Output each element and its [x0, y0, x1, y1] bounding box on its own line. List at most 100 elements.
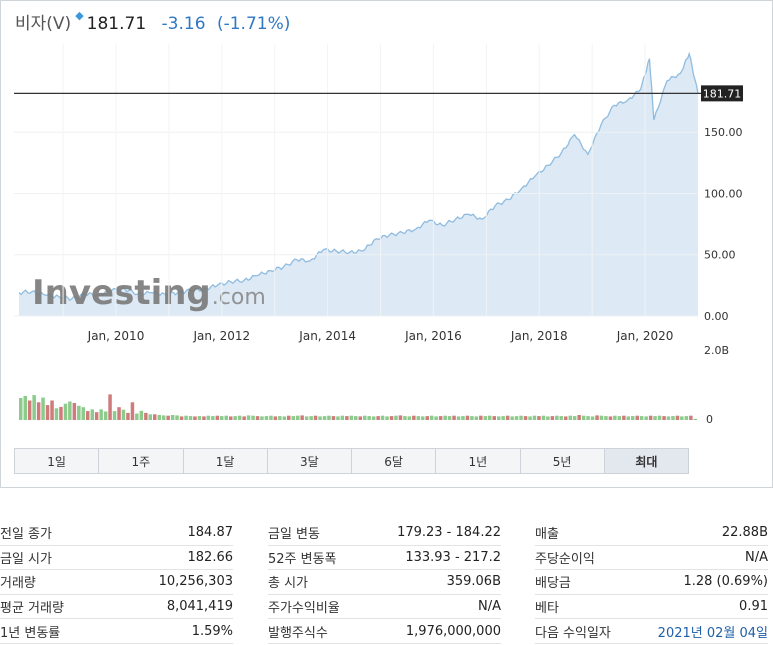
range-tab-3[interactable]: 3달: [268, 449, 352, 473]
volume-bar: [282, 416, 287, 420]
range-tab-6[interactable]: 5년: [521, 449, 605, 473]
volume-bar: [604, 416, 608, 420]
volume-bar: [264, 416, 269, 420]
volume-bar: [188, 416, 193, 420]
stat-row: 베타 0.91: [535, 595, 768, 620]
volume-bar: [246, 415, 251, 420]
stat-value: 1.59%: [191, 623, 233, 639]
volume-bar: [380, 415, 385, 420]
volume-bar: [322, 416, 327, 420]
volume-bar: [675, 415, 680, 420]
volume-max-label: 2.0B: [704, 344, 729, 357]
volume-bar: [166, 415, 170, 420]
x-tick-label: Jan, 2020: [616, 329, 674, 343]
volume-bar: [153, 414, 157, 420]
range-tab-7[interactable]: 최대: [604, 449, 688, 473]
stat-row: 배당금 1.28 (0.69%): [535, 570, 768, 595]
volume-bar: [684, 416, 689, 420]
stat-value: 2021년 02월 04일: [657, 625, 768, 641]
volume-bar: [510, 416, 514, 420]
range-tab-4[interactable]: 6달: [352, 449, 437, 473]
x-tick-label: Jan, 2016: [404, 329, 462, 343]
volume-bar: [345, 416, 349, 420]
volume-bar: [117, 407, 121, 420]
volume-bar: [599, 415, 604, 420]
volume-bar: [224, 415, 228, 420]
volume-bar: [331, 416, 336, 420]
volume-bar: [121, 409, 126, 420]
volume-bar: [63, 403, 68, 420]
quote-header: 비자(V) ◆ 181.71 -3.16 (-1.71%): [15, 9, 290, 34]
volume-bar: [287, 415, 291, 420]
volume-bar: [32, 395, 36, 420]
volume-bar: [581, 415, 586, 420]
volume-bar: [90, 409, 94, 421]
volume-bar: [644, 416, 648, 420]
price-change: -3.16: [161, 14, 206, 34]
volume-bar: [313, 415, 318, 420]
stat-value: 8,041,419: [166, 599, 233, 615]
volume-bar: [385, 416, 389, 420]
volume-bar: [412, 415, 416, 420]
range-tab-0[interactable]: 1일: [15, 449, 100, 473]
volume-bar: [488, 415, 492, 420]
volume-bar: [461, 416, 465, 420]
volume-bar: [193, 416, 197, 420]
price-chart[interactable]: Investing .com 181.71 150.00 100.00 50.00 0.…: [14, 44, 772, 444]
volume-bar: [572, 416, 577, 420]
range-tab-2[interactable]: 1달: [184, 449, 268, 473]
volume-bar: [309, 416, 313, 420]
stat-row: 다음 수익일자 2021년 02월 04일: [535, 619, 768, 644]
volume-bar: [291, 416, 295, 420]
stat-value: 133.93 - 217.2: [405, 549, 501, 565]
volume-bar: [23, 395, 27, 420]
x-tick-label: Jan, 2014: [298, 329, 356, 343]
volume-bar: [447, 416, 452, 420]
volume-bar: [367, 416, 371, 420]
volume-bar: [648, 415, 653, 420]
volume-bar: [126, 412, 130, 420]
volume-bar: [112, 411, 117, 420]
volume-bar: [595, 415, 599, 420]
volume-bar: [41, 397, 45, 420]
volume-bar: [434, 416, 438, 420]
stat-label: 주당순이익: [535, 551, 595, 567]
price-change-percent: (-1.71%): [216, 14, 291, 34]
volume-bar: [470, 416, 474, 420]
volume-bar: [251, 415, 255, 420]
watermark-brand: Investing: [32, 273, 211, 313]
volume-bar: [269, 415, 273, 420]
watermark-suffix: .com: [212, 285, 266, 310]
stat-label: 배당금: [535, 576, 571, 592]
volume-bar: [537, 416, 541, 420]
volume-bar: [680, 416, 684, 420]
stat-row: 전일 종가 184.87: [0, 521, 233, 546]
volume-bar: [407, 416, 412, 420]
volume-bar: [211, 416, 215, 420]
stat-row: 금일 변동 179.23 - 184.22: [268, 521, 501, 546]
stat-label: 52주 변동폭: [268, 551, 337, 567]
volume-bar: [528, 416, 532, 420]
range-tab-1[interactable]: 1주: [99, 449, 184, 473]
volume-bar: [465, 415, 470, 420]
stat-label: 금일 시가: [0, 551, 52, 567]
volume-bar: [586, 416, 590, 420]
volume-bar: [148, 414, 152, 420]
volume-bar: [398, 415, 403, 420]
stat-value: 22.88B: [721, 525, 768, 541]
stat-row: 매출 22.88B: [535, 521, 768, 546]
stat-row: 52주 변동폭 133.93 - 217.2: [268, 546, 501, 571]
volume-bar: [568, 415, 572, 420]
stat-value: 359.06B: [446, 574, 501, 590]
range-tab-5[interactable]: 1년: [436, 449, 521, 473]
stat-label: 평균 거래량: [0, 601, 64, 617]
volume-bar: [590, 416, 595, 420]
volume-bar: [358, 416, 362, 420]
diamond-icon: ◆: [75, 9, 84, 22]
volume-bar: [206, 415, 211, 420]
volume-bar: [220, 416, 224, 420]
volume-bar: [452, 415, 456, 420]
stat-row: 총 시가 359.06B: [268, 570, 501, 595]
instrument-name[interactable]: 비자(V): [15, 14, 72, 34]
volume-bar: [363, 415, 367, 420]
